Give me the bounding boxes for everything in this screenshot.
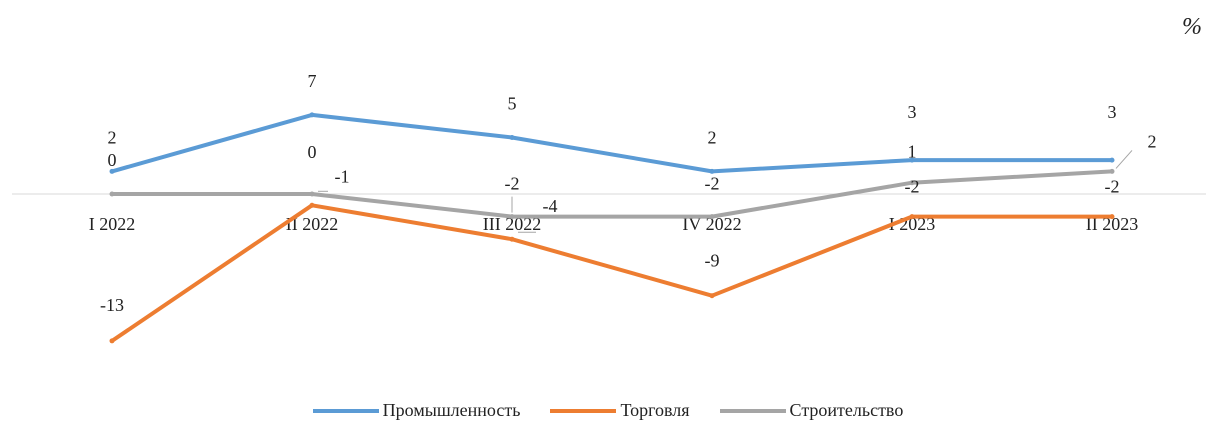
data-point [509,135,515,140]
data-label: -9 [705,251,720,271]
data-point [709,214,715,220]
data-point [1109,157,1115,163]
data-label: -13 [100,295,124,315]
data-point [709,293,715,299]
data-point [909,214,915,220]
legend-swatch-trade [550,408,617,413]
data-label: -2 [705,174,720,194]
data-label: 2 [108,127,117,147]
legend-item-construction: Строительство [719,400,904,421]
series-line-1 [110,203,1114,343]
data-label: 3 [908,102,917,122]
data-label: 3 [1108,102,1117,122]
data-label: 0 [308,142,317,162]
data-label: -1 [335,166,350,186]
data-point [309,112,315,118]
x-tick-label: II 2023 [1086,214,1139,234]
label-leader-line [1115,150,1133,169]
data-point [509,214,515,220]
series-line-0 [110,112,1114,174]
data-point [309,202,315,208]
data-point [709,168,715,174]
legend-item-industry: Промышленность [312,400,521,421]
legend-swatch-construction [719,408,786,413]
data-point [109,191,115,197]
data-point [309,191,315,197]
data-point [109,168,115,174]
data-label: 7 [308,71,317,91]
legend-swatch-industry [312,408,379,413]
data-label: -2 [505,174,520,194]
legend-item-trade: Торговля [550,400,690,421]
x-tick-label: I 2022 [89,214,136,234]
x-tick-label: III 2022 [483,214,541,234]
data-point [909,180,915,186]
x-tick-label: I 2023 [889,214,936,234]
x-tick-label: IV 2022 [682,214,741,234]
data-label: 1 [908,142,917,162]
data-label: 5 [508,94,517,114]
legend-label-construction: Строительство [789,400,904,420]
data-point [1109,214,1115,220]
x-tick-label: II 2022 [286,214,339,234]
unit-label: % [1182,14,1202,40]
legend-label-trade: Торговля [620,400,690,420]
data-point [109,338,115,344]
data-point [909,157,915,163]
data-point [1109,168,1115,174]
data-label: 2 [708,127,717,147]
data-label: 2 [1148,131,1157,151]
data-point [509,236,515,242]
series-line-2 [110,169,1114,219]
data-label: -2 [905,177,920,197]
data-label: -2 [1105,177,1120,197]
data-label: 0 [108,150,117,170]
data-label: -4 [543,196,558,216]
legend-label-industry: Промышленность [382,400,521,420]
legend: Промышленность Торговля Строительство [0,400,1216,421]
line-chart: I 2022 II 2022 III 2022 IV 2022 I 2023 II 202… [12,71,1206,344]
